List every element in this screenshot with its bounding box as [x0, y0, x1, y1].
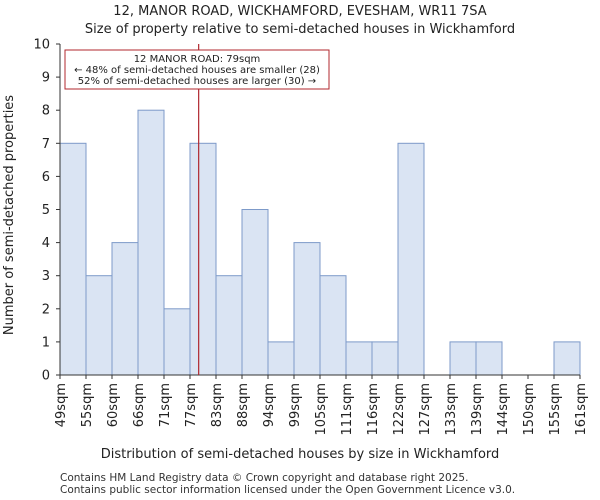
bar-139sqm — [475, 341, 503, 376]
y-axis-ticks: 0 1 2 3 4 5 6 7 8 9 10 — [33, 38, 60, 384]
y-tick-label: 0 — [42, 369, 50, 384]
bar-88sqm — [241, 209, 269, 376]
x-tick-label: 71sqm — [158, 383, 173, 427]
bar-155sqm — [553, 341, 581, 376]
x-tick-label: 139sqm — [470, 383, 485, 436]
x-axis-ticks: 49sqm 55sqm 60sqm 66sqm 71sqm 77sqm 83sqm 88sqm… — [54, 375, 589, 436]
bar-49sqm — [59, 142, 87, 376]
y-tick-label: 10 — [33, 38, 50, 53]
x-tick-label: 150sqm — [522, 383, 537, 436]
bar-122sqm — [397, 142, 425, 376]
footer-copyright: Contains HM Land Registry data © Crown c… — [60, 472, 469, 484]
y-tick-label: 7 — [42, 137, 50, 152]
y-tick-label: 1 — [42, 335, 50, 350]
x-tick-label: 49sqm — [54, 383, 69, 427]
x-tick-label: 133sqm — [444, 383, 459, 436]
bar-94sqm — [267, 341, 295, 376]
x-tick-label: 94sqm — [262, 383, 277, 427]
x-tick-label: 127sqm — [418, 383, 433, 436]
x-tick-label: 161sqm — [574, 383, 589, 436]
annotation-line-1: 12 MANOR ROAD: 79sqm — [134, 54, 261, 65]
x-tick-label: 66sqm — [132, 383, 147, 427]
bar-133sqm — [449, 341, 477, 376]
x-tick-label: 105sqm — [314, 383, 329, 436]
x-tick-label: 55sqm — [80, 383, 95, 427]
bar-99sqm — [293, 242, 321, 376]
annotation-line-3: 52% of semi-detached houses are larger (… — [78, 76, 316, 87]
y-tick-label: 9 — [42, 71, 50, 86]
bar-55sqm — [85, 275, 113, 376]
annotation-frame — [64, 49, 330, 90]
x-tick-label: 111sqm — [340, 383, 355, 436]
y-axis-label: Number of semi-detached properties — [2, 95, 17, 335]
footer-licence: Contains public sector information licen… — [60, 484, 516, 496]
x-tick-label: 122sqm — [392, 383, 407, 436]
y-tick-label: 2 — [42, 302, 50, 317]
chart-subtitle: Size of property relative to semi-detach… — [85, 22, 515, 37]
bar-66sqm — [137, 109, 165, 376]
y-tick-label: 3 — [42, 269, 50, 284]
x-tick-label: 88sqm — [236, 383, 251, 427]
bars-group — [59, 109, 581, 376]
x-tick-label: 77sqm — [184, 383, 199, 427]
x-tick-label: 116sqm — [366, 383, 381, 436]
bar-60sqm — [111, 242, 139, 376]
x-tick-label: 99sqm — [288, 383, 303, 427]
x-tick-label: 83sqm — [210, 383, 225, 427]
bar-77sqm — [189, 142, 217, 376]
y-tick-label: 4 — [42, 236, 50, 251]
bar-83sqm — [215, 275, 243, 376]
bar-111sqm — [345, 341, 373, 376]
y-tick-label: 6 — [42, 170, 50, 185]
bar-71sqm — [163, 308, 191, 376]
y-tick-label: 5 — [42, 203, 50, 218]
annotation-line-2: ← 48% of semi-detached houses are smalle… — [74, 65, 320, 76]
x-tick-label: 155sqm — [548, 383, 563, 436]
chart-title: 12, MANOR ROAD, WICKHAMFORD, EVESHAM, WR… — [113, 4, 486, 19]
x-tick-label: 144sqm — [496, 383, 511, 436]
bar-116sqm — [371, 341, 399, 376]
bar-105sqm — [319, 275, 347, 376]
x-tick-label: 60sqm — [106, 383, 121, 427]
x-axis-label: Distribution of semi-detached houses by … — [101, 447, 500, 462]
y-tick-label: 8 — [42, 104, 50, 119]
annotation-box: 12 MANOR ROAD: 79sqm ← 48% of semi-detac… — [64, 49, 330, 90]
histogram-chart: 12, MANOR ROAD, WICKHAMFORD, EVESHAM, WR… — [2, 4, 589, 462]
